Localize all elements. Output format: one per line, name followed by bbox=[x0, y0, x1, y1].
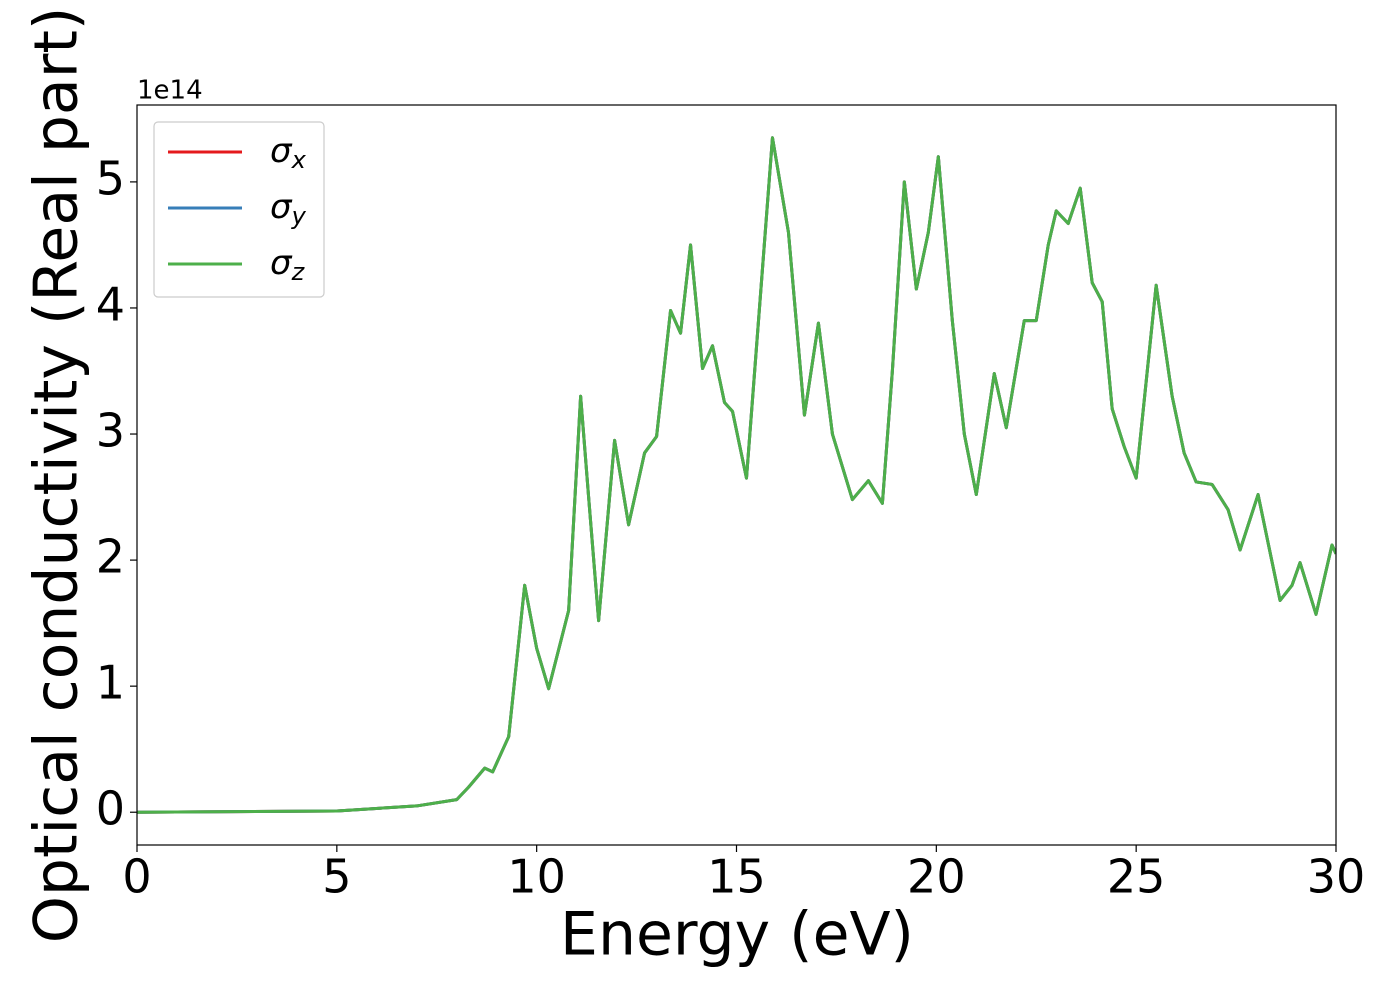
y-tick-label: 2 bbox=[96, 530, 125, 584]
x-tick-label: 5 bbox=[322, 850, 351, 904]
x-axis-label: Energy (eV) bbox=[560, 900, 914, 970]
x-tick-label: 15 bbox=[707, 850, 766, 904]
y-tick-label: 1 bbox=[96, 656, 125, 710]
y-tick-label: 3 bbox=[96, 404, 125, 458]
y-tick-label: 5 bbox=[96, 151, 125, 205]
y-tick-label: 0 bbox=[96, 782, 125, 836]
x-tick-label: 10 bbox=[507, 850, 566, 904]
legend-label: σy bbox=[270, 187, 307, 231]
y-tick-label: 4 bbox=[96, 277, 125, 331]
legend-label: σz bbox=[270, 243, 306, 287]
x-tick-label: 20 bbox=[907, 850, 966, 904]
y-axis-label: Optical conductivity (Real part) bbox=[22, 7, 92, 944]
plot-frame bbox=[136, 104, 1337, 846]
x-tick-label: 30 bbox=[1307, 850, 1366, 904]
data-line bbox=[137, 136, 1336, 814]
x-tick-label: 25 bbox=[1107, 850, 1166, 904]
legend-label: σx bbox=[270, 131, 307, 175]
y-offset-label: 1e14 bbox=[137, 76, 203, 106]
x-tick-label: 0 bbox=[122, 850, 151, 904]
